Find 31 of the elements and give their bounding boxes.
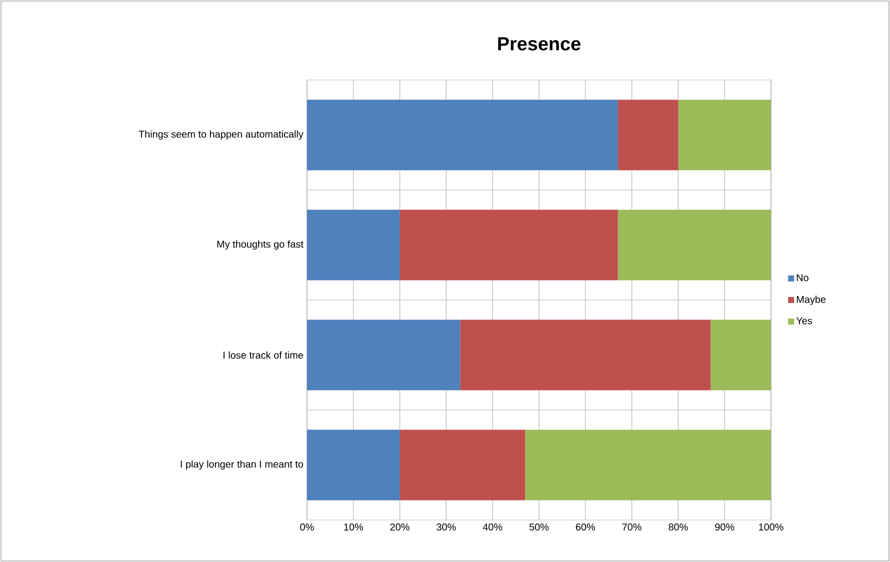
legend-label: Maybe	[796, 296, 826, 305]
x-tick-label: 20%	[390, 524, 410, 531]
x-tick-label: 0%	[300, 524, 314, 531]
y-tick-label: I play longer than I meant to	[180, 460, 304, 470]
bar	[307, 430, 400, 500]
bar	[525, 430, 772, 500]
legend-label: No	[796, 274, 808, 282]
bar	[307, 320, 460, 390]
bar	[400, 210, 618, 280]
x-tick-label: 60%	[576, 524, 596, 531]
y-tick-label: Things seem to happen automatically	[138, 130, 304, 140]
y-tick-label: My thoughts go fast	[217, 240, 304, 250]
x-tick-label: 70%	[622, 524, 642, 531]
bar	[678, 100, 772, 170]
legend-label: Yes	[796, 317, 812, 324]
bar	[307, 100, 618, 170]
x-tick-label: 30%	[436, 524, 456, 531]
bar	[460, 320, 711, 390]
bar	[710, 320, 772, 390]
chart-title: Presence	[498, 37, 580, 50]
x-tick-label: 50%	[529, 524, 549, 531]
x-tick-label: 10%	[344, 524, 364, 531]
bar	[400, 430, 526, 500]
x-tick-label: 100%	[759, 524, 784, 531]
bar	[618, 100, 678, 170]
bar	[307, 210, 400, 280]
x-tick-label: 90%	[715, 524, 734, 531]
x-tick-label: 40%	[482, 524, 502, 531]
y-tick-label: I lose track of time	[224, 351, 304, 359]
bar	[618, 210, 772, 280]
x-tick-label: 80%	[668, 524, 688, 531]
